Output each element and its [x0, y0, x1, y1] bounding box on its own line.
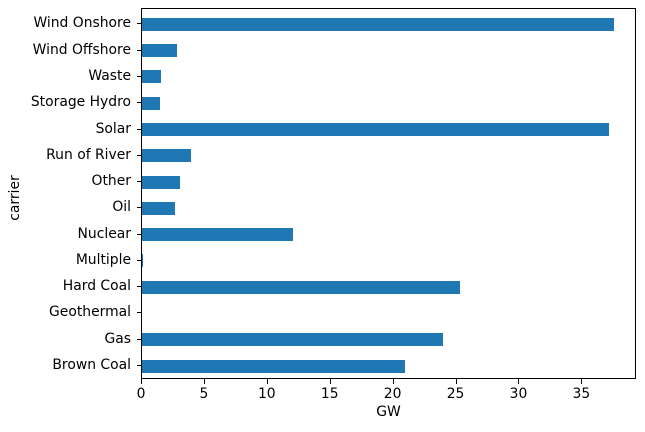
y-tick-label: Oil — [112, 199, 131, 216]
y-tick-mark — [137, 154, 141, 156]
x-tick-label: 10 — [257, 386, 276, 402]
plot-area — [141, 8, 636, 379]
x-tick-label: 25 — [446, 386, 465, 402]
y-tick-label: Gas — [104, 330, 131, 347]
y-tick-label: Geothermal — [49, 304, 131, 321]
y-tick-label: Run of River — [46, 146, 131, 163]
x-tick-mark — [203, 379, 205, 384]
y-tick-mark — [137, 286, 141, 288]
x-tick-mark — [141, 379, 142, 384]
y-tick-label: Other — [91, 173, 131, 190]
y-tick-mark — [137, 312, 141, 314]
x-tick-mark — [266, 379, 268, 384]
bar-other — [142, 175, 180, 189]
x-tick-label: 15 — [320, 386, 339, 402]
y-tick-mark — [137, 128, 141, 130]
x-tick-mark — [581, 379, 583, 384]
y-tick-label: Wind Offshore — [32, 41, 131, 58]
y-tick-label: Solar — [95, 120, 131, 137]
y-tick-mark — [137, 259, 141, 261]
bar-hard-coal — [142, 280, 461, 294]
bar-solar — [142, 123, 609, 137]
bar-brown-coal — [142, 359, 405, 373]
y-tick-mark — [137, 102, 141, 104]
bar-nuclear — [142, 228, 293, 242]
x-tick-label: 30 — [509, 386, 528, 402]
x-tick-label: 5 — [199, 386, 209, 402]
x-tick-mark — [518, 379, 520, 384]
y-tick-mark — [137, 338, 141, 340]
y-tick-mark — [137, 49, 141, 51]
x-tick-label: 0 — [136, 386, 146, 402]
y-tick-label: Multiple — [75, 251, 131, 268]
y-tick-label: Storage Hydro — [30, 94, 131, 111]
y-tick-mark — [137, 75, 141, 77]
y-tick-label: Brown Coal — [52, 357, 131, 374]
y-tick-mark — [137, 207, 141, 209]
bar-waste — [142, 70, 161, 84]
x-tick-label: 20 — [383, 386, 402, 402]
x-tick-mark — [392, 379, 394, 384]
y-tick-mark — [137, 181, 141, 183]
y-tick-label: Waste — [88, 67, 131, 84]
bar-storage-hydro — [142, 96, 160, 110]
y-tick-label: Hard Coal — [62, 278, 131, 295]
y-tick-label: Wind Onshore — [33, 15, 131, 32]
x-tick-label: 35 — [572, 386, 591, 402]
bar-run-of-river — [142, 149, 192, 163]
y-tick-mark — [137, 23, 141, 25]
bar-wind-onshore — [142, 17, 614, 31]
bar-multiple — [142, 254, 144, 268]
y-tick-mark — [137, 365, 141, 367]
bar-gas — [142, 333, 443, 347]
x-tick-mark — [329, 379, 331, 384]
bar-oil — [142, 201, 175, 215]
x-axis-label: GW — [376, 404, 401, 420]
y-tick-label: Nuclear — [77, 225, 131, 242]
bar-wind-offshore — [142, 44, 178, 58]
x-tick-mark — [455, 379, 457, 384]
y-tick-mark — [137, 233, 141, 235]
